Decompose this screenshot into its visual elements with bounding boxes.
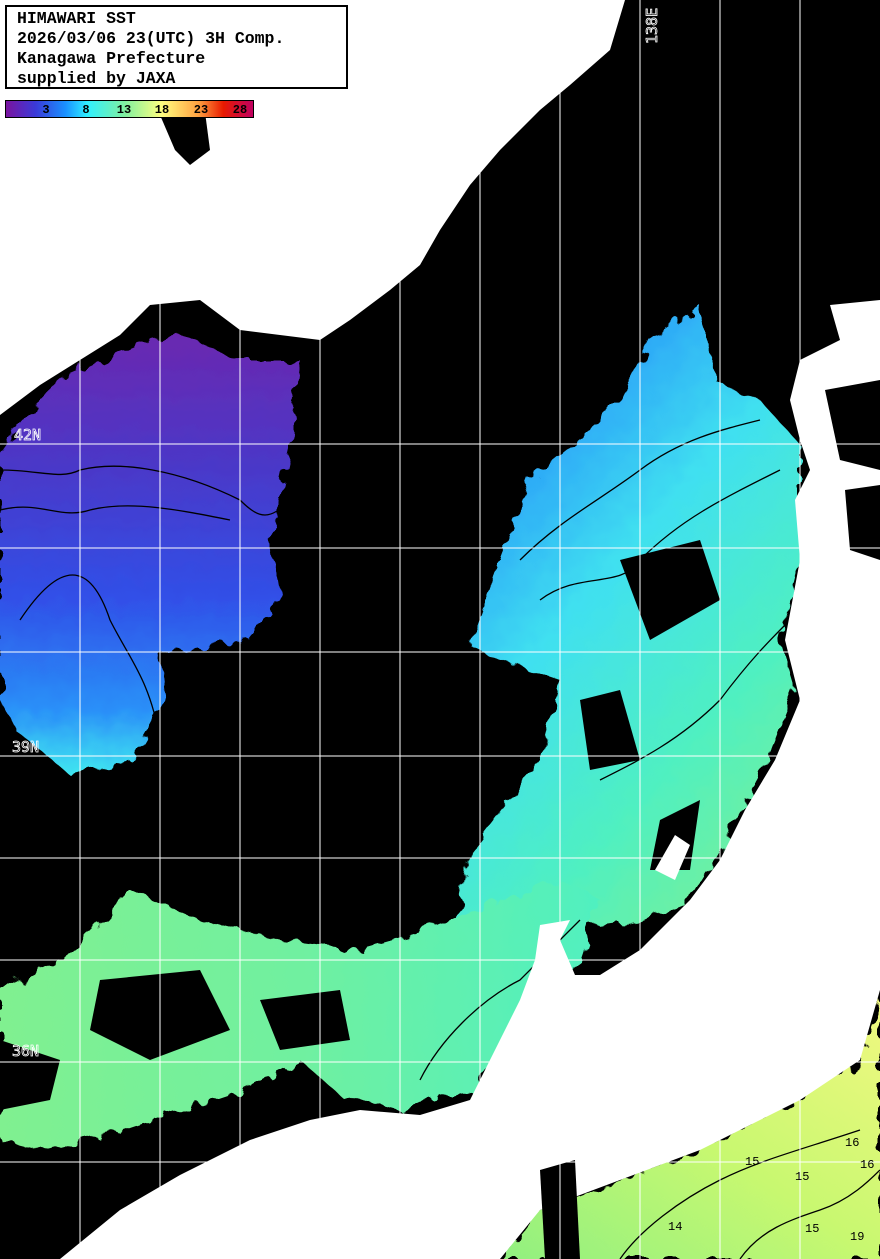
title-source: supplied by JAXA — [17, 69, 176, 88]
lat-label-36n: 36N — [12, 1042, 39, 1060]
colorbar-tick: 23 — [193, 103, 209, 117]
temperature-colorbar: 3 8 13 18 23 28 — [5, 100, 254, 118]
sst-east-region — [450, 305, 800, 960]
title-datetime: 2026/03/06 23(UTC) 3H Comp. — [17, 29, 285, 48]
colorbar-tick: 13 — [116, 103, 132, 117]
colorbar-tick: 18 — [154, 103, 170, 117]
strait-black-2 — [845, 485, 880, 560]
colorbar-tick: 28 — [232, 103, 248, 117]
sst-west-region — [0, 335, 300, 775]
contour-label: 15 — [805, 1222, 819, 1236]
strait-black-1 — [825, 380, 880, 470]
contour-label: 16 — [845, 1136, 859, 1150]
contour-label: 16 — [860, 1158, 874, 1172]
colorbar-tick: 8 — [82, 103, 90, 117]
lat-label-39n: 39N — [12, 738, 39, 756]
land-honshu — [60, 300, 880, 1259]
sst-pacific-region — [500, 1000, 880, 1259]
lon-label-138e: 138E — [643, 8, 661, 44]
lat-label-42n: 42N — [14, 426, 41, 444]
contour-label: 19 — [850, 1230, 864, 1244]
contour-label: 15 — [745, 1155, 759, 1169]
title-product: HIMAWARI SST — [17, 9, 136, 28]
title-box: HIMAWARI SST 2026/03/06 23(UTC) 3H Comp.… — [5, 5, 348, 89]
contour-label: 15 — [795, 1170, 809, 1184]
colorbar-tick: 3 — [42, 103, 50, 117]
title-provider: Kanagawa Prefecture — [17, 49, 206, 68]
contour-label: 14 — [668, 1220, 682, 1234]
bay-black — [160, 112, 210, 165]
